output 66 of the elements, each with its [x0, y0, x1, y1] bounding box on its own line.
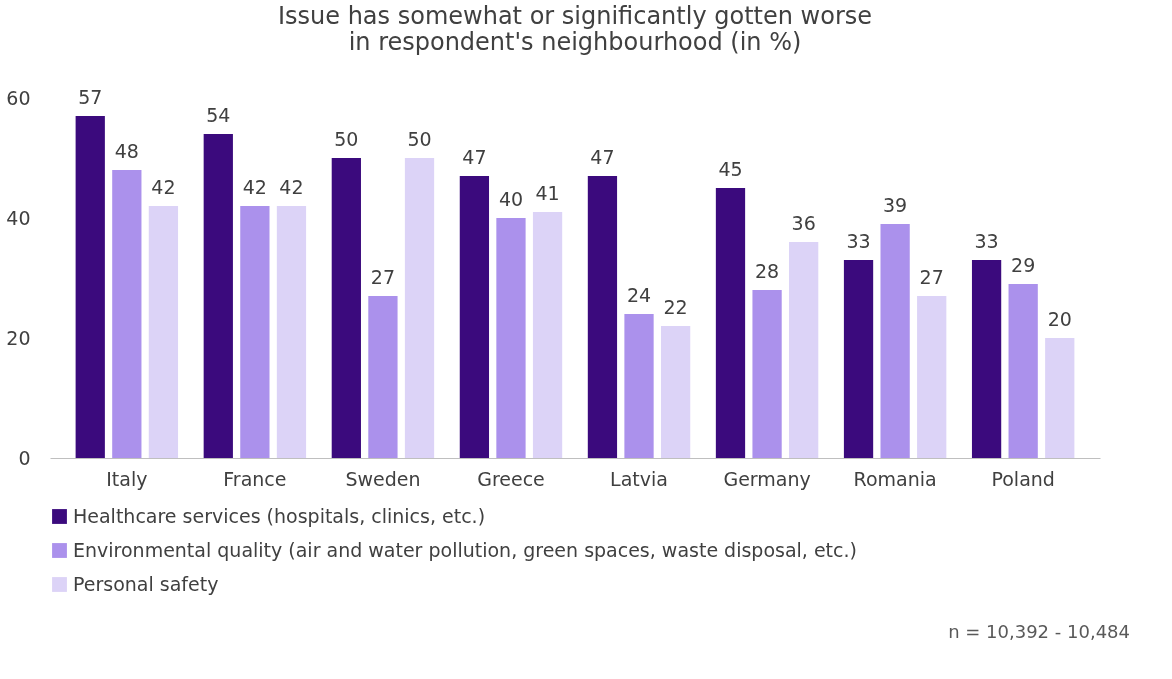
x-tick-label: Sweden [345, 467, 421, 490]
bar [752, 290, 782, 458]
bar [587, 176, 618, 458]
bar [331, 158, 361, 458]
bar [971, 260, 1002, 458]
data-label: 47 [462, 146, 487, 168]
bar [276, 206, 307, 458]
x-tick-label: Latvia [610, 467, 668, 490]
data-label: 54 [206, 104, 231, 126]
bar [148, 206, 179, 458]
bar [880, 224, 910, 458]
bar [404, 158, 435, 458]
bar [789, 242, 819, 458]
data-label: 27 [370, 266, 396, 288]
x-tick-label: Poland [991, 467, 1055, 490]
data-label: 27 [919, 266, 944, 288]
data-label: 41 [535, 182, 560, 204]
data-label: 47 [590, 146, 615, 168]
bar [660, 326, 691, 458]
x-tick-label: France [223, 467, 287, 490]
bar [240, 206, 270, 458]
x-tick-label: Romania [853, 467, 937, 490]
bar [368, 296, 398, 458]
data-label: 20 [1047, 308, 1072, 330]
bar [715, 188, 746, 458]
bar [843, 260, 874, 458]
data-label: 40 [498, 188, 524, 210]
text: n = 10,392 - 10,484 [948, 621, 1130, 642]
data-label: 29 [1011, 254, 1036, 276]
y-tick-label: 40 [6, 206, 31, 229]
data-label: 22 [663, 296, 688, 318]
text: Issue has somewhat or significantly gotten worse [277, 2, 873, 30]
bar [1045, 338, 1075, 458]
bar [496, 218, 526, 458]
data-label: 39 [883, 194, 908, 216]
x-tick-label: Italy [106, 467, 148, 490]
legend-label: Healthcare services (hospitals, clinics, etc.) [73, 504, 486, 527]
bar [112, 170, 142, 458]
data-label: 28 [754, 260, 780, 282]
x-tick-label: Greece [477, 467, 545, 490]
data-label: 48 [114, 140, 139, 162]
data-label: 33 [846, 230, 871, 252]
legend-label: Personal safety [73, 572, 219, 595]
bar [624, 314, 654, 458]
bar [75, 116, 105, 458]
data-label: 42 [279, 176, 304, 198]
y-tick-label: 20 [6, 326, 31, 349]
y-tick-label: 0 [18, 446, 31, 469]
bar [1008, 284, 1038, 458]
x-tick-label: Germany [723, 467, 811, 490]
data-label: 24 [626, 284, 652, 306]
data-label: 57 [78, 86, 103, 108]
bar [917, 296, 947, 458]
legend-label: Environmental quality (air and water pollution, green spaces, waste disposal, etc.) [73, 538, 857, 561]
y-tick-label: 60 [6, 86, 31, 109]
data-label: 50 [407, 128, 432, 150]
data-label: 42 [151, 176, 176, 198]
data-label: 50 [334, 128, 359, 150]
data-label: 36 [791, 212, 816, 234]
data-label: 45 [718, 158, 743, 180]
text: in respondent's neighbourhood (in %) [348, 28, 802, 56]
data-label: 42 [242, 176, 267, 198]
bar [203, 134, 233, 458]
bar [459, 176, 490, 458]
bar [532, 212, 563, 458]
data-label: 33 [974, 230, 999, 252]
